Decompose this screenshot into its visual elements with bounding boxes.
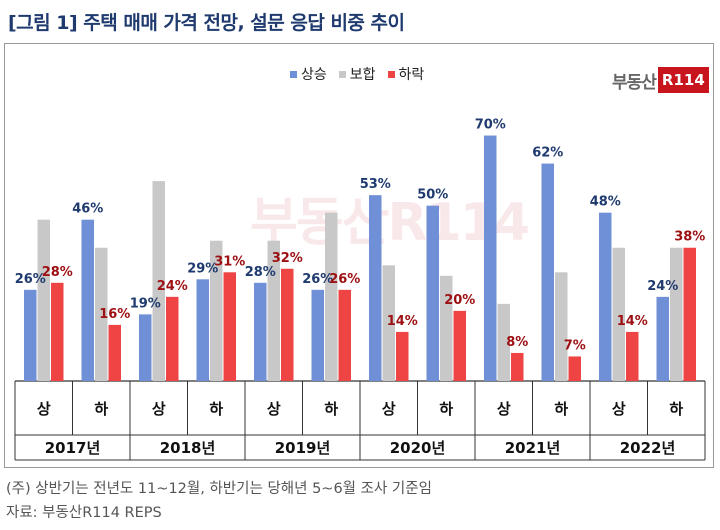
bar-up [599,212,612,381]
legend-item-up: 상승 [290,64,327,84]
tick-label-year: 2020년 [390,439,446,457]
data-label-up: 24% [647,279,678,294]
tick-label-half: 상 [267,400,281,418]
data-label-down: 28% [42,265,73,280]
legend-swatch-same [338,70,346,78]
data-label-up: 26% [302,272,333,287]
bar-down [166,296,179,381]
bar-up [426,205,439,381]
bar-down [338,289,351,381]
bar-same [37,219,50,381]
bar-down [683,247,696,381]
data-label-down: 14% [387,314,418,329]
chart-panel [4,43,714,468]
data-label-down: 8% [506,335,528,350]
bar-same [497,303,510,381]
bar-same [440,275,453,381]
bar-up [541,163,554,381]
tick-label-half: 하 [669,400,683,418]
data-label-up: 48% [590,195,621,210]
bar-same [382,265,395,381]
tick-label-half: 상 [382,400,396,418]
data-label-up: 50% [417,188,448,203]
chart-title: [그림 1] 주택 매매 가격 전망, 설문 응답 비중 추이 [8,12,405,34]
chart-legend: 상승 보합 하락 [290,64,424,84]
tick-label-half: 상 [152,400,166,418]
data-label-up: 46% [72,202,103,217]
data-label-down: 38% [674,230,705,245]
tick-label-year: 2022년 [620,439,676,457]
data-label-up: 53% [360,177,391,192]
bar-same [325,212,338,381]
tick-label-year: 2017년 [45,439,101,457]
bar-down [51,282,64,381]
tick-label-half: 하 [439,400,453,418]
tick-label-year: 2018년 [160,439,216,457]
logo-badge: R114 [657,67,709,93]
bar-down [568,356,581,381]
bar-up [656,296,669,381]
legend-item-same: 보합 [338,64,376,84]
chart-notes: (주) 상반기는 전년도 11~12월, 하반기는 당해년 5~6월 조사 기준… [6,477,432,525]
data-label-up: 29% [187,261,218,276]
legend-swatch-up [290,70,297,78]
data-label-down: 14% [617,314,648,329]
data-label-up: 28% [245,265,276,280]
bar-up [196,279,209,381]
bar-same [152,181,165,381]
watermark: 부동산R114 [250,193,530,253]
data-label-down: 31% [214,254,245,269]
data-label-up: 70% [475,118,506,133]
bar-same [612,247,625,381]
legend-label-down: 하락 [398,67,425,83]
bar-down [281,268,294,381]
data-label-down: 7% [564,338,586,353]
bar-same [95,247,108,381]
bar-up [311,289,324,381]
bar-up [369,195,382,381]
data-label-up: 62% [532,146,563,161]
bar-same [555,272,568,381]
tick-label-year: 2021년 [505,439,561,457]
bar-down [511,352,524,381]
tick-label-half: 하 [324,400,338,418]
bar-same [267,240,280,381]
tick-label-half: 하 [94,400,108,418]
data-label-up: 19% [130,296,161,311]
data-label-down: 16% [99,307,130,322]
bar-up [139,314,152,381]
legend-label-up: 상승 [301,67,327,83]
logo-text: 부동산 [612,72,657,93]
bar-up [24,289,37,381]
tick-label-half: 상 [612,400,626,418]
bar-same [670,247,683,381]
tick-label-half: 하 [209,400,223,418]
legend-swatch-down [387,70,395,78]
bar-up [81,219,94,381]
tick-label-half: 상 [497,400,511,418]
tick-label-half: 하 [554,400,568,418]
tick-label-half: 상 [37,400,51,418]
note-line-1: (주) 상반기는 전년도 11~12월, 하반기는 당해년 5~6월 조사 기준… [6,481,432,497]
legend-label-same: 보합 [349,67,376,83]
data-label-up: 26% [15,272,46,287]
source-line: 자료: 부동산R114 REPS [6,505,162,521]
bar-up [484,135,497,381]
bar-down [108,324,121,381]
tick-label-year: 2019년 [275,439,331,457]
data-label-down: 26% [329,272,360,287]
data-label-down: 20% [444,293,475,308]
brand-logo: 부동산 R114 [612,66,709,94]
bar-up [254,282,267,381]
bar-down [223,272,236,381]
bar-chart: 26%28%상46%16%하19%24%상29%31%하28%32%상26%26… [14,118,706,461]
legend-item-down: 하락 [387,64,425,84]
data-label-down: 32% [272,251,303,266]
data-label-down: 24% [157,279,188,294]
bar-down [626,331,639,381]
bar-down [396,331,409,381]
bar-same [210,240,223,381]
bar-down [453,310,466,381]
